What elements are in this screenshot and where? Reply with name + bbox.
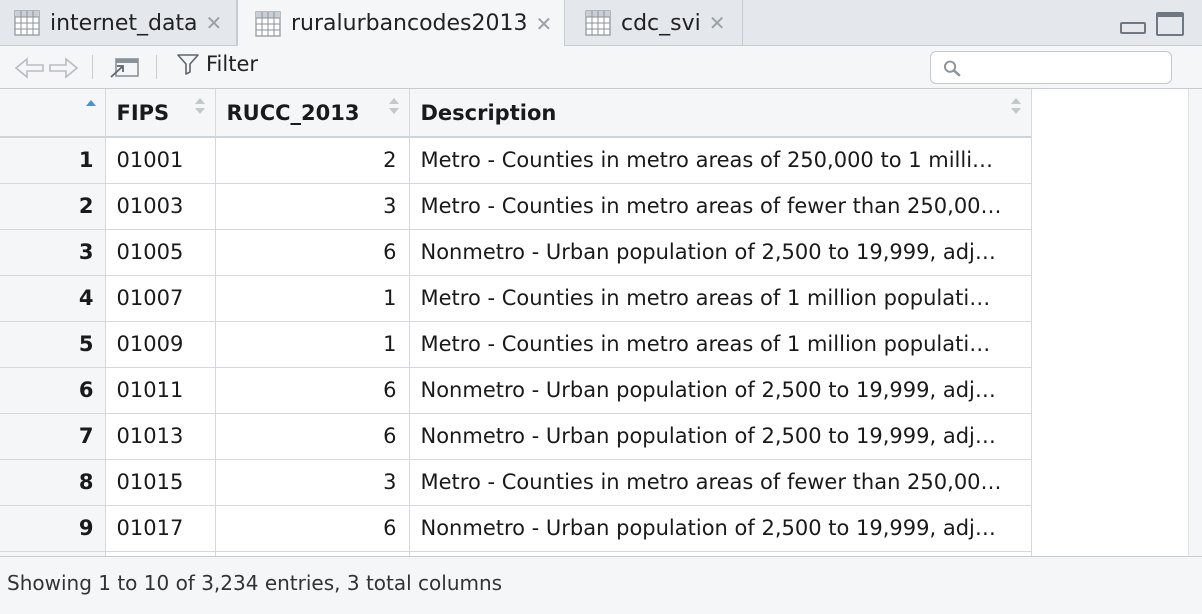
table-row[interactable]: 6 01011 6 Nonmetro - Urban population of… — [0, 367, 1032, 414]
sort-ascending-icon — [85, 100, 96, 106]
search-box[interactable] — [930, 51, 1172, 84]
cell-description[interactable]: Nonmetro - Urban population of 2,500 to … — [409, 367, 1032, 414]
table-row[interactable]: 2 01003 3 Metro - Counties in metro area… — [0, 183, 1032, 230]
row-number: 7 — [0, 413, 106, 460]
column-header-description[interactable]: Description — [409, 89, 1032, 138]
tab-label: cdc_svi — [621, 10, 701, 36]
cell-fips[interactable]: 01003 — [105, 183, 216, 230]
close-icon[interactable]: ✕ — [535, 11, 553, 36]
table-icon — [255, 10, 281, 37]
cell-description[interactable]: Metro - Counties in metro areas of 1 mil… — [409, 321, 1032, 368]
column-header-label: FIPS — [116, 100, 170, 125]
sort-icon — [194, 98, 205, 114]
entries-summary: Showing 1 to 10 of 3,234 entries, 3 tota… — [7, 571, 503, 595]
minimize-pane-icon[interactable] — [1120, 22, 1146, 34]
cell-fips[interactable]: 01013 — [105, 413, 216, 460]
table-row[interactable]: 8 01015 3 Metro - Counties in metro area… — [0, 459, 1032, 506]
grid-empty-area — [1031, 89, 1202, 556]
row-number: 2 — [0, 183, 106, 230]
table-row[interactable]: 5 01009 1 Metro - Counties in metro area… — [0, 321, 1032, 368]
table-row[interactable]: 7 01013 6 Nonmetro - Urban population of… — [0, 413, 1032, 460]
cell-description[interactable]: Metro - Counties in metro areas of fewer… — [409, 183, 1032, 230]
tab-label: ruralurbancodes2013 — [291, 11, 528, 36]
tab-bar: internet_data ✕ ruralurbancodes2013 ✕ cd… — [0, 0, 1202, 47]
tab-internet-data[interactable]: internet_data ✕ — [0, 0, 237, 46]
row-number: 1 — [0, 137, 106, 184]
filter-icon — [177, 54, 199, 75]
column-header-rucc-2013[interactable]: RUCC_2013 — [215, 89, 410, 138]
cell-description[interactable]: Nonmetro - Urban population of 2,500 to … — [409, 505, 1032, 552]
close-icon[interactable]: ✕ — [205, 11, 223, 35]
cell-description[interactable]: Metro - Counties in metro areas of 1 mil… — [409, 275, 1032, 322]
cell-description[interactable]: Nonmetro - Urban population of 2,500 to … — [409, 229, 1032, 276]
cell-fips[interactable]: 01015 — [105, 459, 216, 506]
tab-label: internet_data — [50, 10, 198, 36]
tab-cdc-svi[interactable]: cdc_svi ✕ — [565, 0, 743, 46]
toolbar-divider — [92, 55, 93, 79]
window-controls — [1120, 12, 1184, 36]
popout-window-icon[interactable] — [108, 56, 140, 80]
table-row[interactable]: 3 01005 6 Nonmetro - Urban population of… — [0, 229, 1032, 276]
back-arrow-icon[interactable] — [13, 57, 45, 79]
cell-fips[interactable]: 01005 — [105, 229, 216, 276]
cell-rucc[interactable]: 3 — [215, 459, 410, 506]
cell-description[interactable]: Metro - Counties in metro areas of 250,0… — [409, 137, 1032, 184]
toolbar-divider — [156, 55, 157, 79]
row-number: 9 — [0, 505, 106, 552]
table-row[interactable]: 9 01017 6 Nonmetro - Urban population of… — [0, 505, 1032, 552]
table-icon — [585, 10, 611, 36]
cell-rucc[interactable]: 1 — [215, 275, 410, 322]
data-table: FIPS RUCC_2013 Description — [0, 89, 1032, 556]
cell-fips[interactable]: 01011 — [105, 367, 216, 414]
tab-ruralurbancodes2013[interactable]: ruralurbancodes2013 ✕ — [237, 0, 565, 47]
cell-fips[interactable]: 01009 — [105, 321, 216, 368]
column-header-label: RUCC_2013 — [226, 100, 360, 125]
sort-icon — [1010, 98, 1021, 114]
cell-fips[interactable]: 01001 — [105, 137, 216, 184]
column-header-fips[interactable]: FIPS — [105, 89, 216, 138]
row-number: 8 — [0, 459, 106, 506]
cell-fips[interactable]: 01007 — [105, 275, 216, 322]
sort-icon — [388, 98, 399, 114]
forward-arrow-icon[interactable] — [48, 57, 80, 79]
cell-rucc[interactable]: 6 — [215, 229, 410, 276]
table-row-partial[interactable] — [0, 551, 1032, 556]
cell-description[interactable]: Nonmetro - Urban population of 2,500 to … — [409, 413, 1032, 460]
table-row[interactable]: 1 01001 2 Metro - Counties in metro area… — [0, 137, 1032, 184]
cell-description[interactable]: Metro - Counties in metro areas of fewer… — [409, 459, 1032, 506]
filter-button[interactable]: Filter — [176, 52, 258, 76]
row-number: 4 — [0, 275, 106, 322]
search-input[interactable] — [967, 52, 1171, 83]
row-number: 6 — [0, 367, 106, 414]
row-number: 3 — [0, 229, 106, 276]
cell-fips[interactable]: 01017 — [105, 505, 216, 552]
cell-rucc[interactable]: 1 — [215, 321, 410, 368]
filter-label: Filter — [206, 52, 259, 76]
toolbar: Filter — [0, 46, 1202, 89]
maximize-pane-icon[interactable] — [1156, 12, 1184, 36]
cell-rucc[interactable]: 6 — [215, 413, 410, 460]
cell-rucc[interactable]: 2 — [215, 137, 410, 184]
header-row: FIPS RUCC_2013 Description — [0, 89, 1032, 138]
row-number: 5 — [0, 321, 106, 368]
search-icon — [943, 60, 961, 76]
vertical-scrollbar[interactable] — [1188, 89, 1202, 556]
cell-rucc[interactable]: 3 — [215, 183, 410, 230]
row-number-header[interactable] — [0, 89, 106, 138]
table-row[interactable]: 4 01007 1 Metro - Counties in metro area… — [0, 275, 1032, 322]
cell-rucc[interactable]: 6 — [215, 505, 410, 552]
column-header-label: Description — [420, 100, 557, 125]
data-grid: FIPS RUCC_2013 Description — [0, 89, 1202, 556]
table-icon — [14, 10, 40, 36]
cell-rucc[interactable]: 6 — [215, 367, 410, 414]
close-icon[interactable]: ✕ — [708, 11, 726, 35]
status-bar: Showing 1 to 10 of 3,234 entries, 3 tota… — [0, 556, 1202, 614]
